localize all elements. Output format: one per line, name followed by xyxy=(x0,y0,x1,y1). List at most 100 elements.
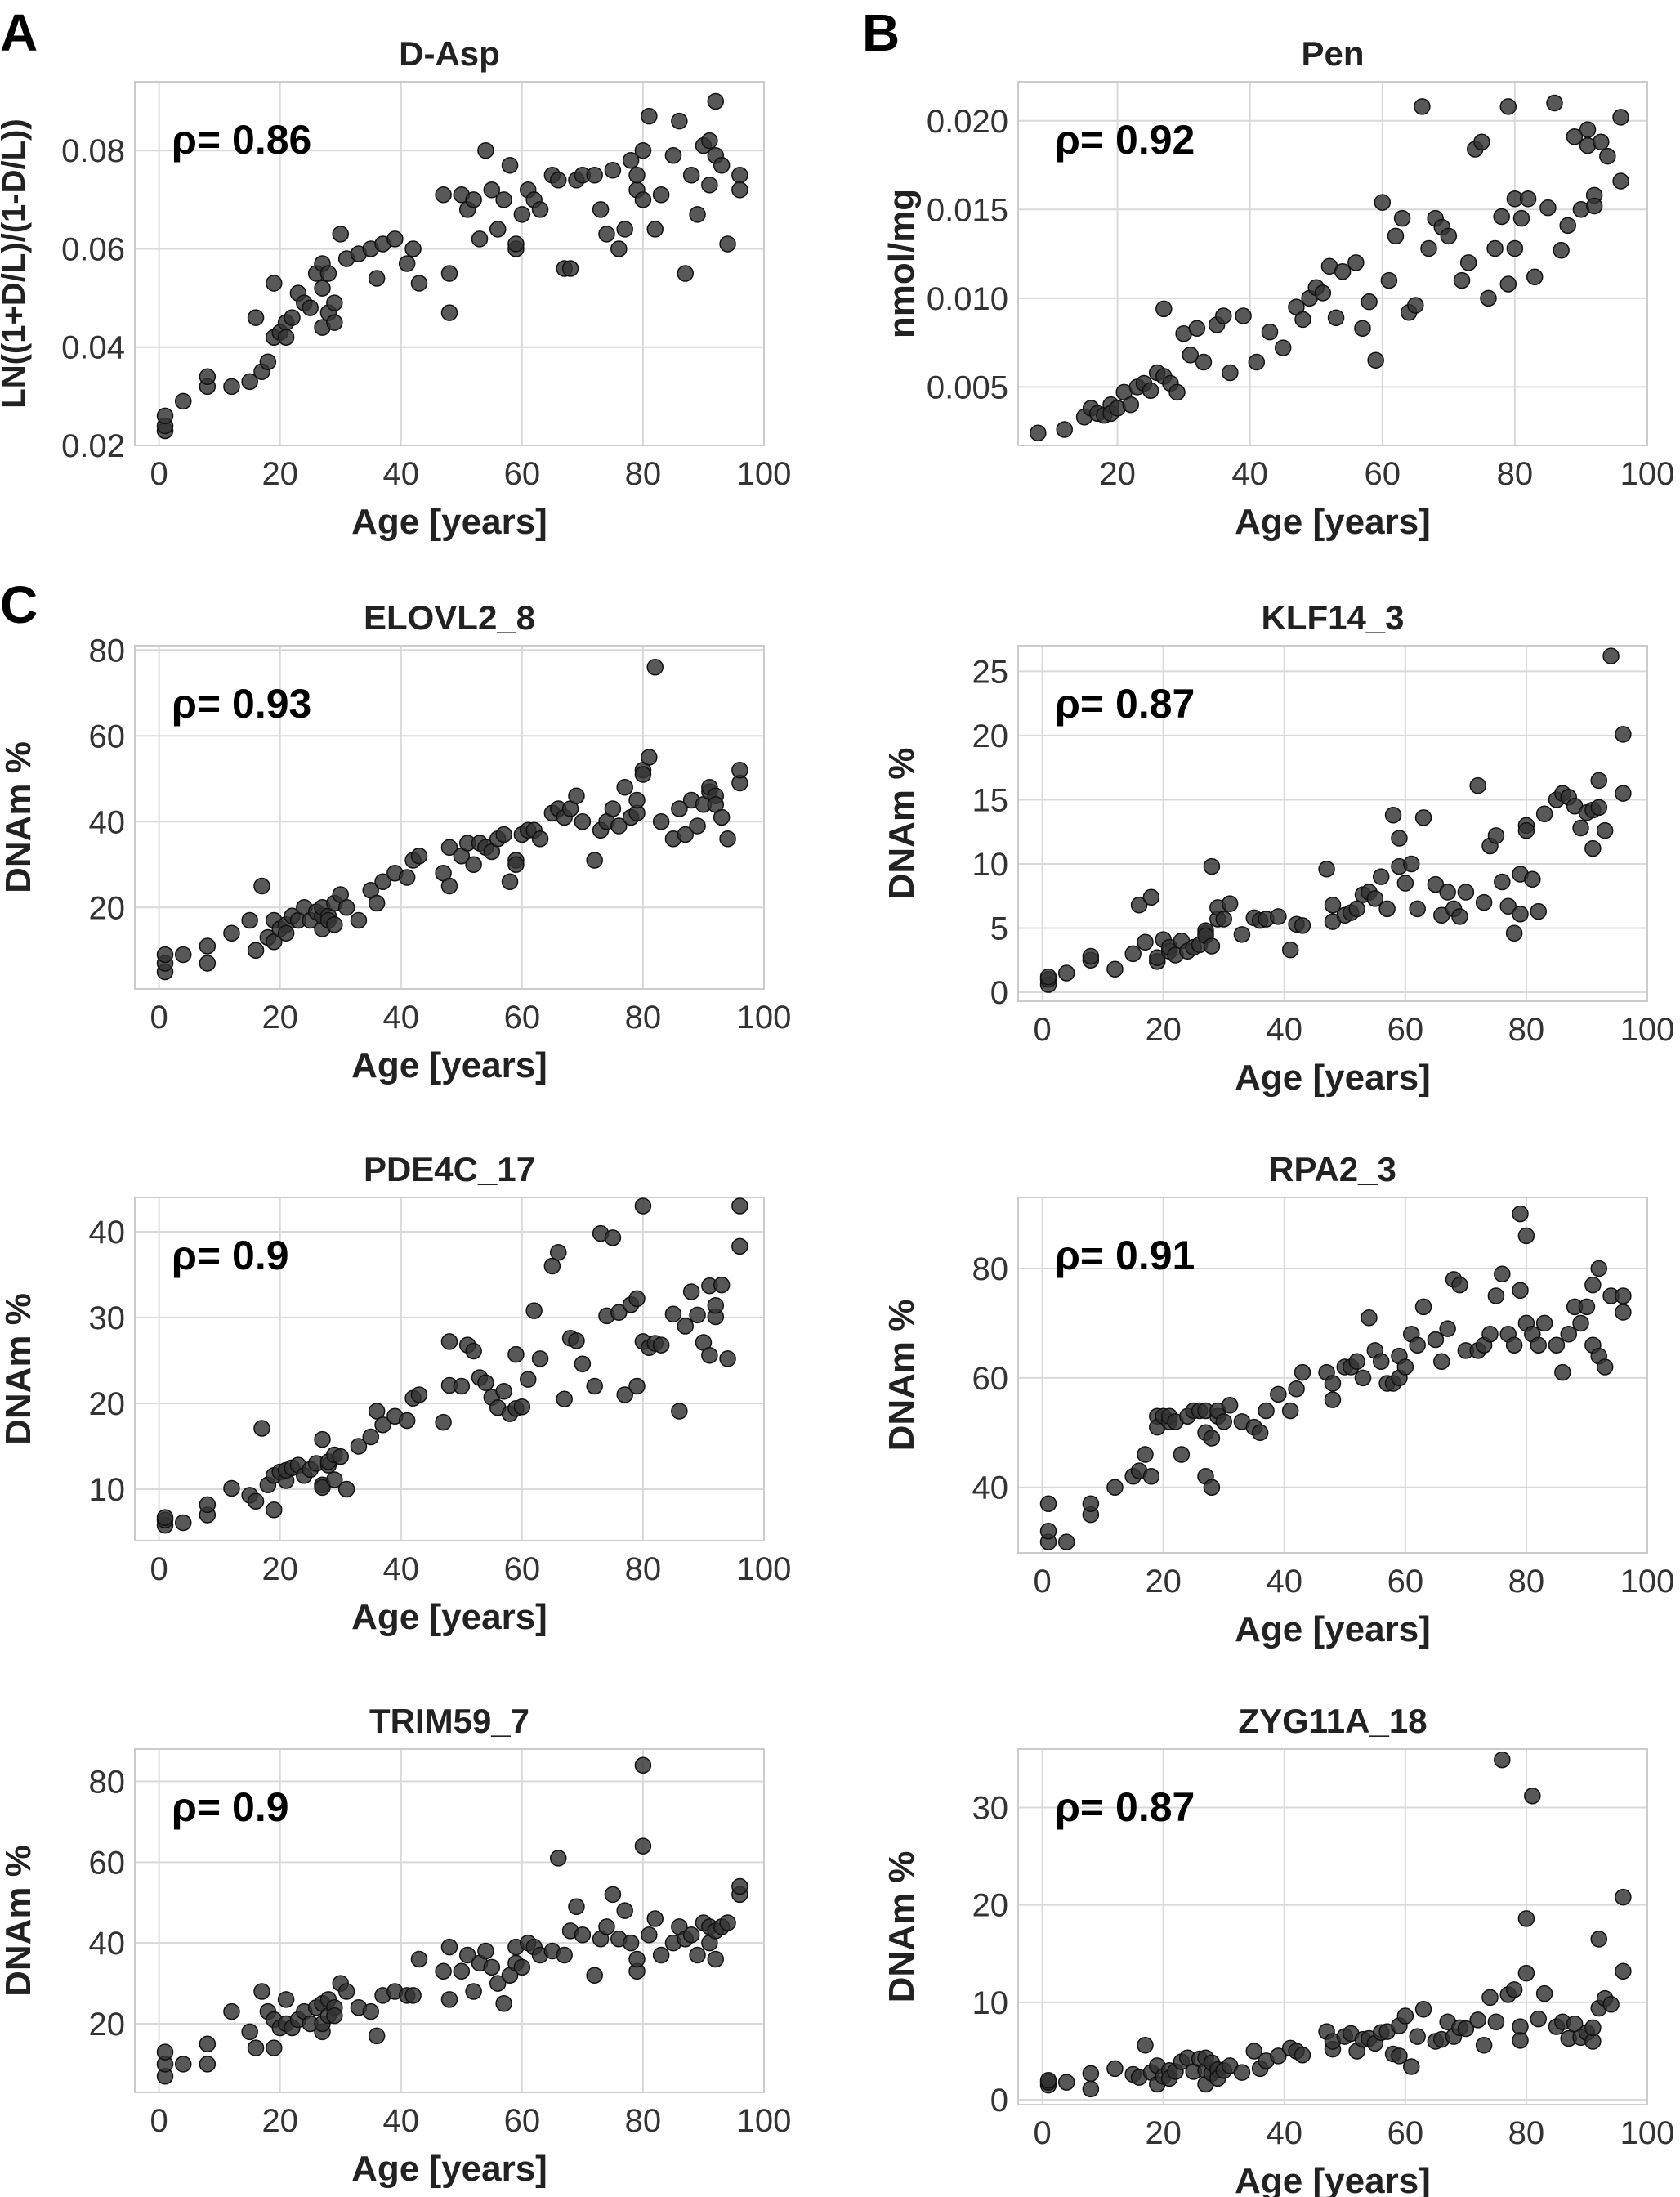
data-point xyxy=(604,800,622,817)
data-point xyxy=(1039,2071,1057,2089)
data-point xyxy=(465,191,482,208)
data-point xyxy=(1106,1479,1124,1496)
data-point xyxy=(1391,830,1408,847)
data-point xyxy=(622,151,640,169)
data-point xyxy=(520,1371,537,1388)
data-point xyxy=(440,1333,458,1350)
data-point xyxy=(1130,896,1148,914)
data-point xyxy=(1137,2037,1154,2054)
data-point xyxy=(1030,424,1047,442)
y-tick-label: 5 xyxy=(990,911,1008,946)
x-tick-label: 80 xyxy=(625,1000,662,1036)
data-point xyxy=(332,226,349,243)
data-point xyxy=(1409,2028,1426,2045)
data-point xyxy=(1512,209,1530,227)
y-axis-label: DNAm % xyxy=(0,1293,38,1445)
data-point xyxy=(1334,263,1352,280)
data-point xyxy=(550,172,567,189)
data-point xyxy=(435,1962,452,1980)
y-tick-label: 20 xyxy=(89,890,126,926)
x-tick-label: 100 xyxy=(1620,456,1675,492)
plot-frame xyxy=(134,1197,765,1541)
data-point xyxy=(1057,1533,1075,1550)
data-point xyxy=(156,2043,174,2061)
data-point xyxy=(1517,1227,1535,1245)
data-point xyxy=(1572,819,1589,837)
chart-title: ELOVL2_8 xyxy=(364,598,535,637)
rho-annotation: ρ= 0.87 xyxy=(1055,1784,1195,1830)
data-point xyxy=(1615,785,1632,802)
data-point xyxy=(1396,2007,1414,2025)
data-point xyxy=(671,800,688,817)
data-point xyxy=(410,1386,428,1403)
data-point xyxy=(1596,821,1614,839)
data-point xyxy=(701,132,718,150)
data-point xyxy=(199,368,217,386)
data-point xyxy=(368,894,386,912)
data-point xyxy=(1584,1276,1602,1294)
data-point xyxy=(1517,1910,1535,1927)
data-point xyxy=(326,294,343,311)
plot-frame xyxy=(134,645,765,990)
data-point xyxy=(1487,2013,1505,2030)
y-tick-label: 80 xyxy=(972,1251,1009,1287)
x-axis-label: Age [years] xyxy=(351,2149,547,2189)
data-point xyxy=(568,1332,585,1349)
data-point xyxy=(326,1471,343,1488)
data-point xyxy=(586,1967,603,1984)
data-point xyxy=(326,916,343,933)
data-point xyxy=(731,167,748,184)
data-point xyxy=(1221,1397,1239,1414)
data-point xyxy=(682,167,700,184)
x-tick-label: 40 xyxy=(1267,2115,1303,2151)
data-point xyxy=(1590,1931,1608,1948)
data-point xyxy=(574,1355,592,1372)
data-point xyxy=(501,873,519,890)
chart-title: PDE4C_17 xyxy=(364,1150,535,1188)
data-points xyxy=(1039,647,1632,993)
data-point xyxy=(368,270,386,287)
data-point xyxy=(1505,1336,1523,1354)
data-point xyxy=(641,1926,658,1944)
data-point xyxy=(1215,911,1232,928)
data-point xyxy=(1124,945,1142,963)
data-point xyxy=(1168,383,1186,401)
chart-zyg11a-18: 0 20 40 60 80 100 0 10 20 30 ZYG11A_18 ρ= 0.87 Age [… xyxy=(882,1702,1674,2197)
data-point xyxy=(671,1403,688,1420)
x-tick-label: 80 xyxy=(1508,2115,1545,2151)
data-point xyxy=(1122,396,1140,414)
x-axis-label: Age [years] xyxy=(351,502,547,542)
data-point xyxy=(1082,2065,1100,2083)
chart-pen: 20 40 60 80 100 0.005 0.010 0.015 0.020 Pen ρ= 0.9… xyxy=(882,34,1674,542)
data-point xyxy=(1251,1424,1269,1442)
x-tick-label: 100 xyxy=(737,1000,792,1036)
x-tick-label: 40 xyxy=(383,456,420,492)
data-point xyxy=(1420,239,1437,257)
data-point xyxy=(337,899,355,916)
data-point xyxy=(1493,208,1510,226)
data-point xyxy=(319,265,337,282)
data-point xyxy=(1082,2080,1100,2098)
data-point xyxy=(646,1910,664,1927)
data-point xyxy=(266,2039,283,2056)
data-point xyxy=(1602,1995,1620,2013)
data-point xyxy=(241,373,258,391)
data-point xyxy=(398,1412,416,1430)
y-tick-label: 0.04 xyxy=(61,330,125,366)
x-axis-label: Age [years] xyxy=(1235,2161,1431,2197)
data-point xyxy=(1524,870,1541,888)
data-point xyxy=(465,1342,482,1360)
data-point xyxy=(707,1950,725,1968)
data-point xyxy=(1270,908,1287,925)
data-point xyxy=(1457,884,1475,901)
data-point xyxy=(223,2002,240,2020)
data-point xyxy=(477,141,494,159)
data-point xyxy=(641,107,658,125)
x-tick-label: 60 xyxy=(504,1000,541,1036)
data-point xyxy=(1233,926,1251,943)
x-tick-label: 100 xyxy=(1620,1564,1675,1600)
data-point xyxy=(1354,320,1371,337)
x-tick-label: 80 xyxy=(625,1551,662,1587)
data-point xyxy=(1039,1522,1057,1540)
data-point xyxy=(622,1934,640,1952)
